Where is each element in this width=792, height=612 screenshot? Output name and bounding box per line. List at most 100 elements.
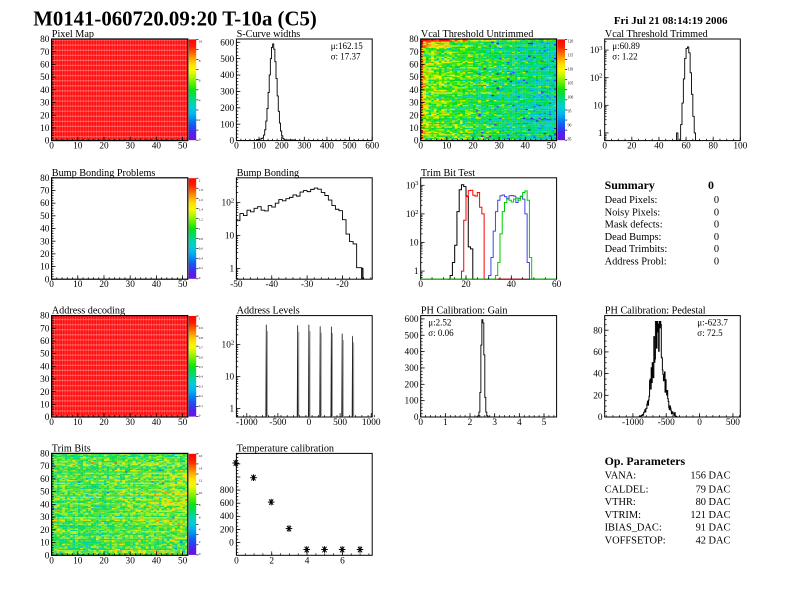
svg-text:100: 100 — [405, 397, 419, 407]
svg-text:PH Calibration: Gain: PH Calibration: Gain — [421, 306, 508, 317]
svg-text:400: 400 — [320, 142, 334, 152]
svg-text:VTHR:: VTHR: — [605, 497, 636, 508]
svg-text:μ:60.89: μ:60.89 — [612, 41, 640, 51]
svg-text:-1000: -1000 — [622, 418, 644, 428]
svg-text:0.5: 0.5 — [199, 365, 203, 369]
svg-text:Address Probl:: Address Probl: — [605, 257, 667, 268]
svg-text:20: 20 — [468, 142, 478, 152]
svg-text:102: 102 — [590, 73, 603, 84]
svg-text:40: 40 — [40, 86, 50, 96]
svg-text:4: 4 — [199, 528, 201, 532]
svg-text:1: 1 — [230, 265, 235, 275]
svg-text:3: 3 — [492, 418, 497, 428]
svg-text:1: 1 — [598, 129, 603, 139]
svg-text:10: 10 — [593, 101, 603, 111]
svg-text:110: 110 — [568, 68, 574, 72]
svg-text:0: 0 — [234, 556, 239, 566]
svg-text:40: 40 — [152, 556, 162, 566]
svg-text:VOFFSETOP:: VOFFSETOP: — [605, 535, 666, 546]
svg-text:0: 0 — [714, 244, 719, 255]
svg-text:20: 20 — [593, 391, 603, 401]
svg-text:4: 4 — [199, 98, 201, 102]
svg-text:-500: -500 — [269, 418, 286, 428]
svg-text:0: 0 — [199, 137, 201, 141]
svg-text:103: 103 — [406, 180, 419, 191]
svg-text:2: 2 — [199, 179, 201, 183]
svg-text:120: 120 — [568, 40, 574, 44]
svg-text:80: 80 — [40, 35, 50, 45]
svg-text:0: 0 — [199, 414, 201, 418]
svg-text:91 DAC: 91 DAC — [696, 523, 731, 534]
svg-text:-30: -30 — [301, 280, 314, 290]
svg-text:50: 50 — [178, 142, 188, 152]
svg-text:0.4: 0.4 — [199, 256, 203, 260]
svg-text:20: 20 — [40, 250, 50, 260]
svg-text:0.6: 0.6 — [199, 355, 203, 359]
svg-text:20: 20 — [99, 418, 109, 428]
svg-text:60: 60 — [552, 280, 562, 290]
svg-text:10: 10 — [225, 232, 235, 242]
svg-text:30: 30 — [40, 513, 50, 523]
svg-text:2: 2 — [269, 556, 274, 566]
svg-text:1: 1 — [443, 418, 448, 428]
svg-text:10: 10 — [40, 539, 50, 549]
svg-text:70: 70 — [40, 48, 50, 58]
svg-text:Address decoding: Address decoding — [52, 306, 125, 317]
svg-text:0: 0 — [229, 538, 234, 548]
svg-text:0: 0 — [414, 413, 419, 423]
svg-text:200: 200 — [275, 142, 289, 152]
svg-text:80: 80 — [709, 142, 719, 152]
svg-text:500: 500 — [405, 331, 419, 341]
svg-text:40: 40 — [152, 418, 162, 428]
svg-text:400: 400 — [220, 512, 234, 522]
svg-text:4: 4 — [305, 556, 310, 566]
svg-text:Bump Bonding: Bump Bonding — [237, 168, 300, 179]
svg-text:1.8: 1.8 — [199, 188, 203, 192]
svg-text:0: 0 — [714, 220, 719, 231]
svg-text:40: 40 — [40, 362, 50, 372]
svg-text:Trim Bit Test: Trim Bit Test — [421, 168, 475, 179]
svg-text:Dead Pixels:: Dead Pixels: — [605, 195, 658, 206]
svg-text:30: 30 — [40, 237, 50, 247]
svg-text:600: 600 — [365, 142, 379, 152]
svg-text:30: 30 — [126, 280, 136, 290]
svg-text:50: 50 — [40, 350, 50, 360]
svg-text:10: 10 — [40, 400, 50, 410]
svg-text:PH Calibration: Pedestal: PH Calibration: Pedestal — [605, 306, 706, 317]
svg-text:0: 0 — [230, 137, 235, 147]
svg-text:20: 20 — [99, 556, 109, 566]
svg-text:-1000: -1000 — [236, 418, 258, 428]
svg-text:500: 500 — [343, 142, 357, 152]
svg-text:0: 0 — [714, 195, 719, 206]
svg-text:6: 6 — [340, 556, 345, 566]
svg-text:2: 2 — [468, 418, 473, 428]
svg-text:0.4: 0.4 — [199, 375, 203, 379]
svg-text:156 DAC: 156 DAC — [690, 470, 730, 481]
svg-text:σ: 17.37: σ: 17.37 — [331, 51, 361, 61]
svg-text:0: 0 — [199, 552, 201, 556]
svg-text:0: 0 — [49, 556, 54, 566]
svg-text:μ:162.15: μ:162.15 — [331, 41, 364, 51]
svg-text:Vcal Threshold Trimmed: Vcal Threshold Trimmed — [605, 29, 708, 40]
svg-text:8: 8 — [199, 503, 201, 507]
svg-text:20: 20 — [99, 280, 109, 290]
svg-text:80: 80 — [40, 174, 50, 184]
svg-text:Trim Bits: Trim Bits — [52, 443, 91, 454]
svg-text:70: 70 — [40, 324, 50, 334]
svg-text:20: 20 — [99, 142, 109, 152]
svg-text:200: 200 — [220, 104, 234, 114]
svg-text:Noisy Pixels:: Noisy Pixels: — [605, 207, 661, 218]
svg-text:50: 50 — [178, 280, 188, 290]
svg-text:0.2: 0.2 — [199, 266, 203, 270]
svg-text:0: 0 — [234, 142, 239, 152]
svg-text:600: 600 — [220, 38, 234, 48]
svg-text:40: 40 — [152, 280, 162, 290]
svg-text:8: 8 — [199, 59, 201, 63]
svg-text:500: 500 — [726, 418, 740, 428]
svg-text:0.8: 0.8 — [199, 237, 203, 241]
svg-text:Summary: Summary — [605, 178, 655, 192]
svg-text:6: 6 — [199, 79, 201, 83]
svg-text:200: 200 — [220, 525, 234, 535]
svg-text:0: 0 — [418, 418, 423, 428]
svg-text:20: 20 — [40, 111, 50, 121]
